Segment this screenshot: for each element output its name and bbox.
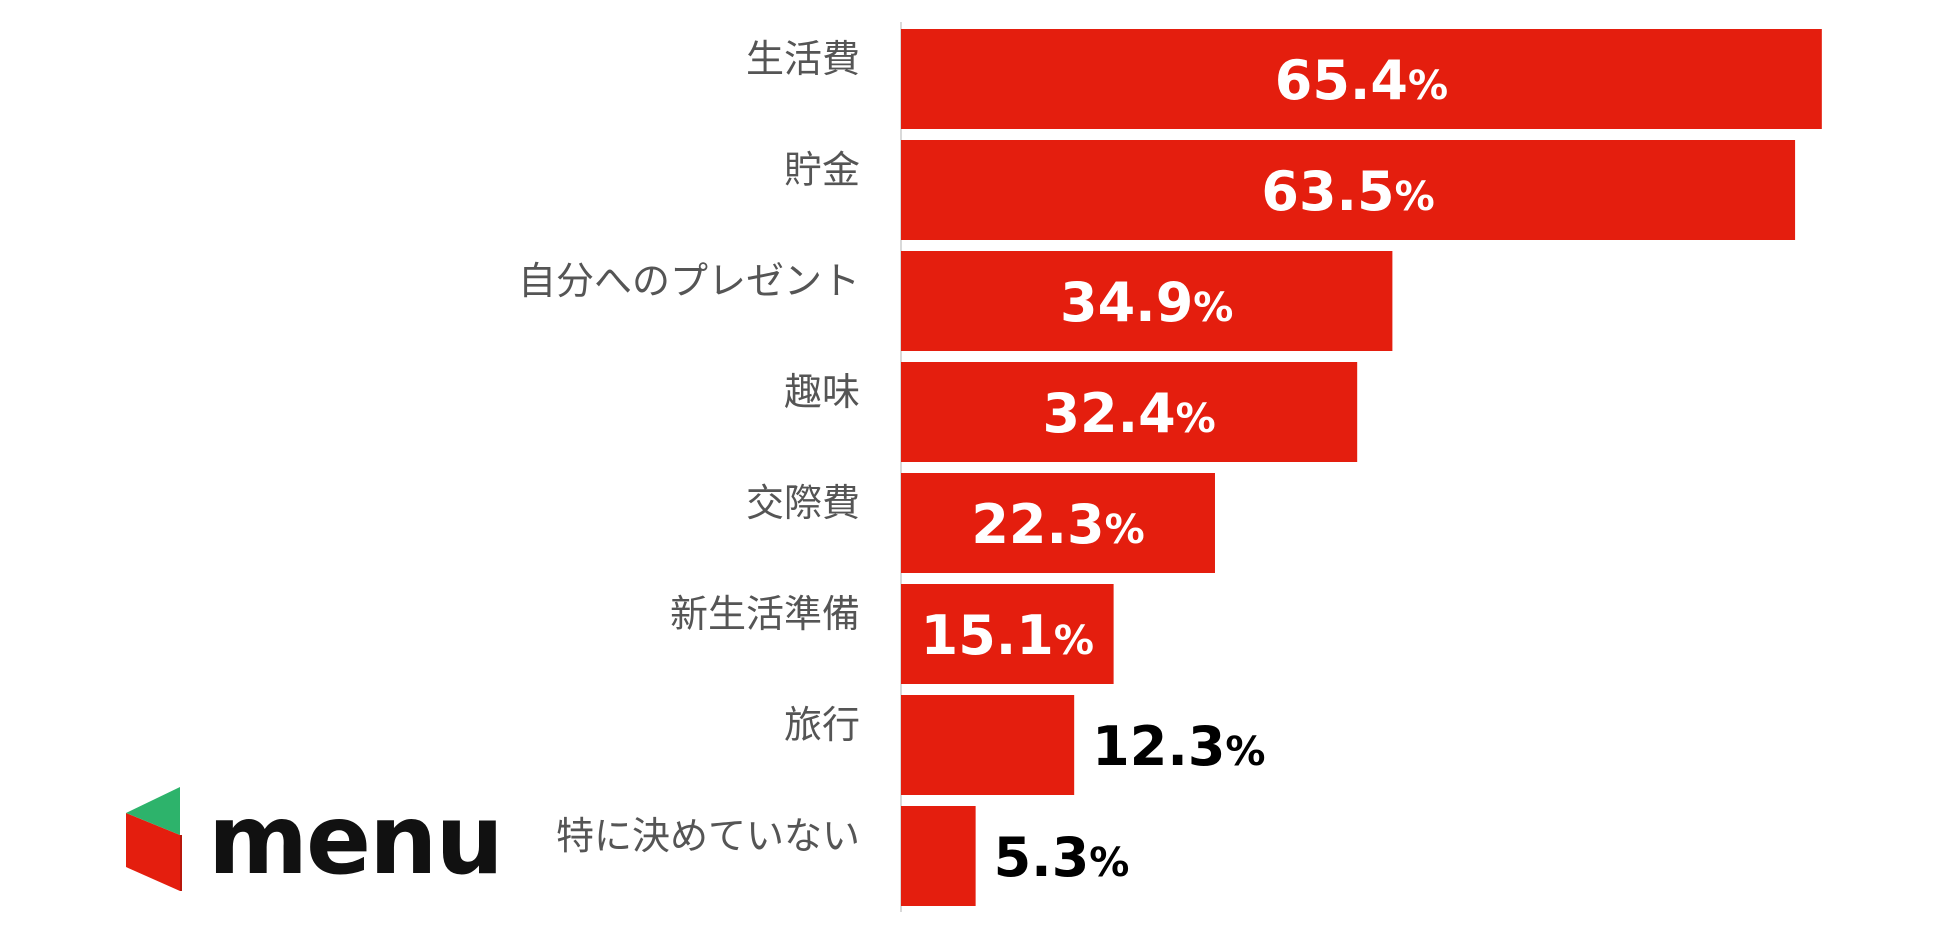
category-label: 特に決めていない bbox=[556, 814, 860, 858]
category-label: 生活費 bbox=[746, 37, 860, 81]
data-label: 63.5% bbox=[1261, 160, 1434, 223]
category-label: 自分へのプレゼント bbox=[518, 259, 860, 303]
bars-group: 生活費 65.4% 貯金 63.5% 自分へのプレゼント 34.9% 趣味 32.4% 交際費 2… bbox=[518, 29, 1822, 906]
data-label: 5.3% bbox=[994, 826, 1130, 889]
bar bbox=[901, 695, 1075, 795]
data-label: 22.3% bbox=[971, 493, 1144, 556]
bar bbox=[901, 29, 1822, 129]
menu-logo: menu bbox=[126, 784, 504, 895]
category-label: 貯金 bbox=[784, 148, 860, 192]
data-label: 34.9% bbox=[1060, 271, 1233, 334]
category-label: 新生活準備 bbox=[670, 592, 860, 636]
bar bbox=[901, 362, 1358, 462]
category-label: 交際費 bbox=[746, 481, 860, 525]
bar bbox=[901, 473, 1215, 573]
data-label: 32.4% bbox=[1042, 382, 1215, 445]
bar bbox=[901, 584, 1114, 684]
category-label: 趣味 bbox=[784, 370, 860, 414]
menu-box-logo-icon bbox=[126, 787, 182, 891]
bar bbox=[901, 251, 1393, 351]
bar bbox=[901, 806, 976, 906]
data-label: 65.4% bbox=[1275, 49, 1448, 112]
category-label: 旅行 bbox=[784, 703, 860, 747]
bar bbox=[901, 140, 1796, 240]
data-label: 12.3% bbox=[1092, 715, 1265, 778]
logo-wordmark: menu bbox=[208, 784, 502, 895]
data-label: 15.1% bbox=[921, 604, 1094, 667]
